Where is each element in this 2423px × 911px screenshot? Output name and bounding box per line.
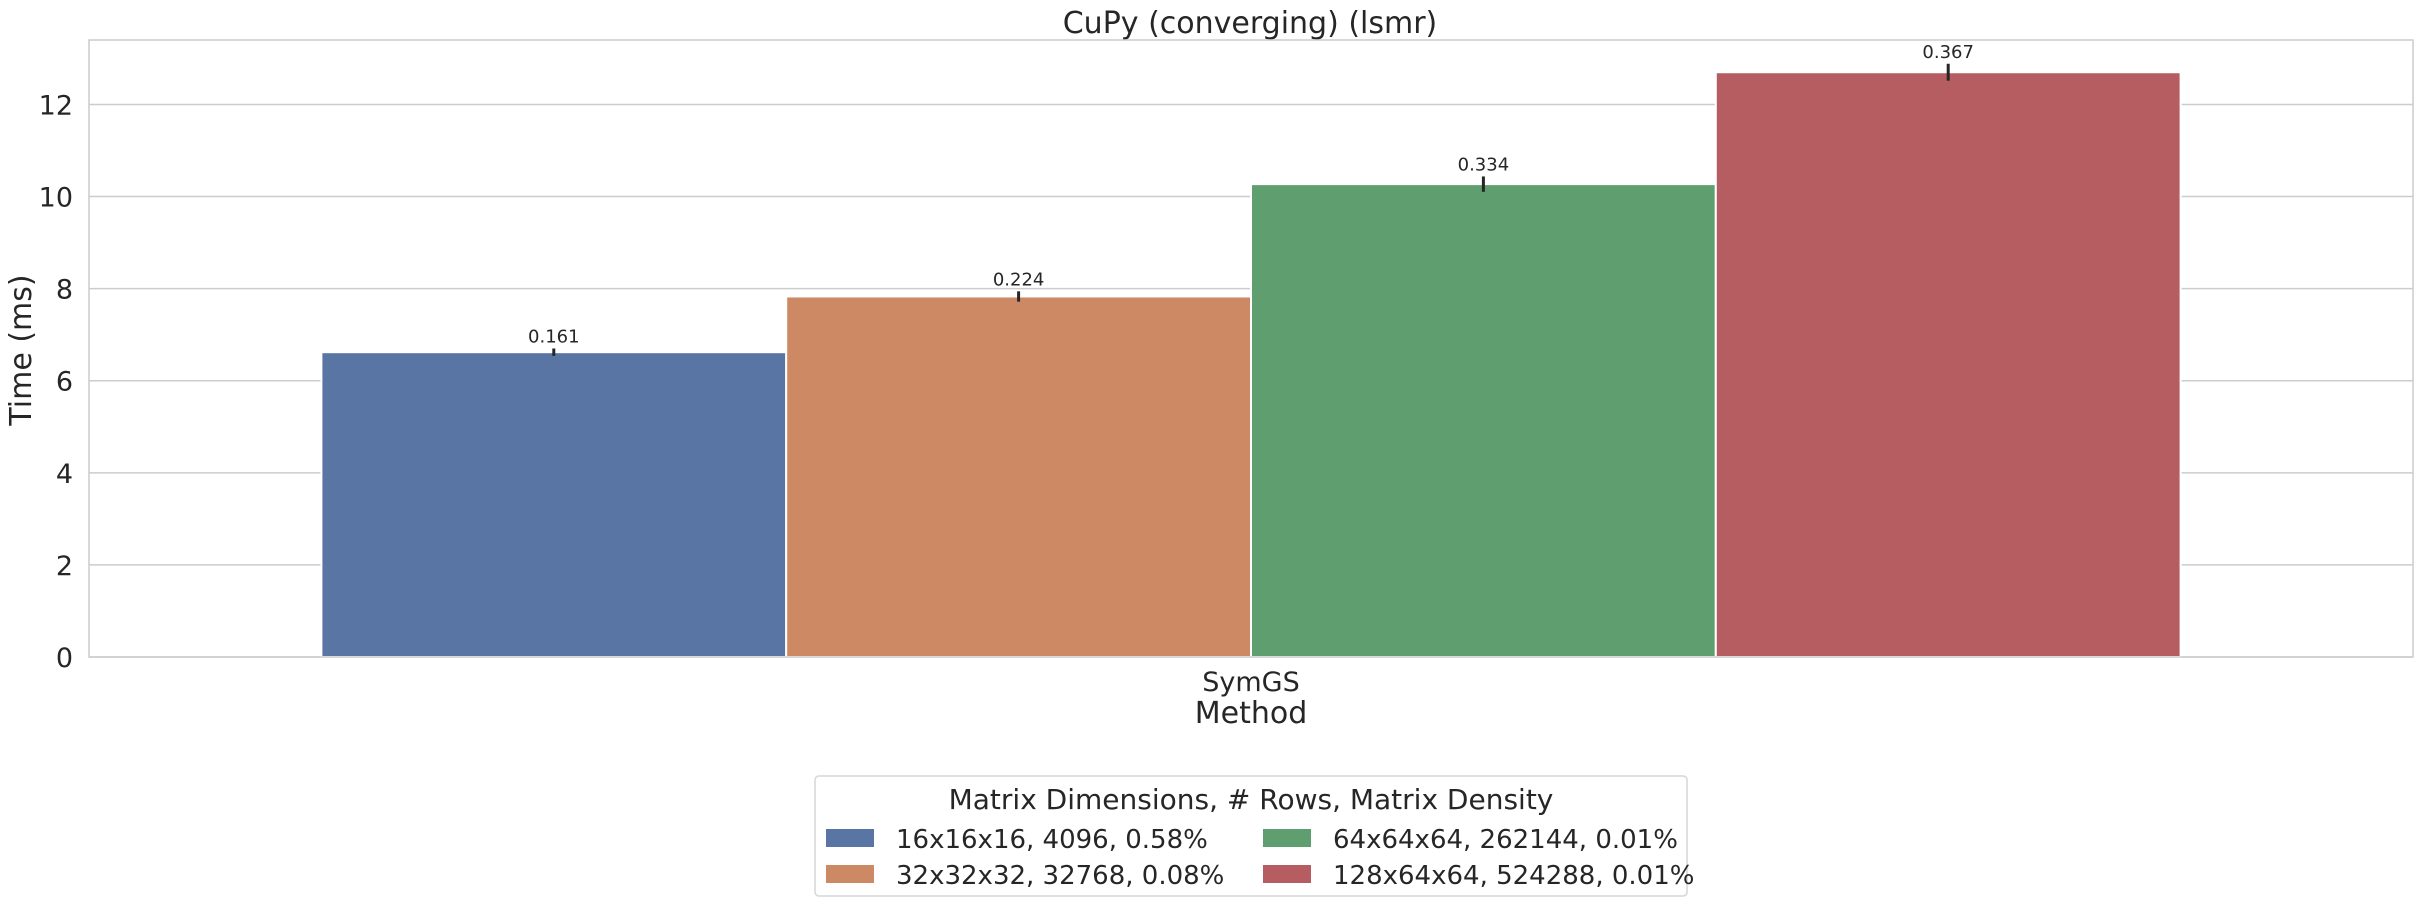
y-tick-label: 8 [56, 275, 73, 306]
x-axis-label: Method [1195, 696, 1308, 731]
chart-title: CuPy (converging) (lsmr) [1063, 6, 1438, 41]
legend-title: Matrix Dimensions, # Rows, Matrix Densit… [949, 783, 1554, 816]
plot-frame [88, 39, 2414, 658]
legend-item: 64x64x64, 262144, 0.01% [1263, 825, 1678, 855]
x-tick-labels: SymGS [1202, 667, 1299, 698]
y-tick-label: 4 [56, 459, 73, 490]
bar [1250, 183, 1717, 658]
bar [785, 295, 1252, 658]
legend-swatch [826, 865, 874, 883]
y-tick-labels: 0 2 4 6 8 10 12 [39, 90, 73, 674]
data-labels: 0.161 0.224 0.334 0.367 [528, 42, 1974, 348]
data-label: 0.224 [993, 269, 1045, 290]
data-label: 0.334 [1458, 154, 1510, 175]
legend-frame [814, 775, 1688, 897]
legend-label: 128x64x64, 524288, 0.01% [1333, 861, 1694, 891]
legend: Matrix Dimensions, # Rows, Matrix Densit… [814, 775, 1694, 897]
data-label: 0.161 [528, 326, 580, 347]
error-bars [552, 63, 1950, 356]
legend-items: 16x16x16, 4096, 0.58% 32x32x32, 32768, 0.… [826, 825, 1694, 891]
legend-label: 32x32x32, 32768, 0.08% [896, 861, 1224, 891]
legend-item: 128x64x64, 524288, 0.01% [1263, 861, 1694, 891]
y-tick-label: 6 [56, 367, 73, 398]
y-axis-label: Time (ms) [4, 274, 39, 426]
legend-swatch [826, 829, 874, 847]
bar [1714, 71, 2182, 659]
legend-item: 32x32x32, 32768, 0.08% [826, 861, 1224, 891]
legend-label: 64x64x64, 262144, 0.01% [1333, 825, 1678, 855]
y-tick-label: 10 [39, 183, 73, 214]
y-tick-label: 0 [56, 643, 73, 674]
x-tick-label: SymGS [1202, 667, 1299, 698]
legend-item: 16x16x16, 4096, 0.58% [826, 825, 1208, 855]
y-tick-label: 12 [39, 90, 73, 121]
legend-swatch [1263, 829, 1311, 847]
data-label: 0.367 [1922, 42, 1974, 63]
legend-swatch [1263, 865, 1311, 883]
legend-label: 16x16x16, 4096, 0.58% [896, 825, 1208, 855]
y-tick-label: 2 [56, 551, 73, 582]
bar [320, 351, 788, 658]
